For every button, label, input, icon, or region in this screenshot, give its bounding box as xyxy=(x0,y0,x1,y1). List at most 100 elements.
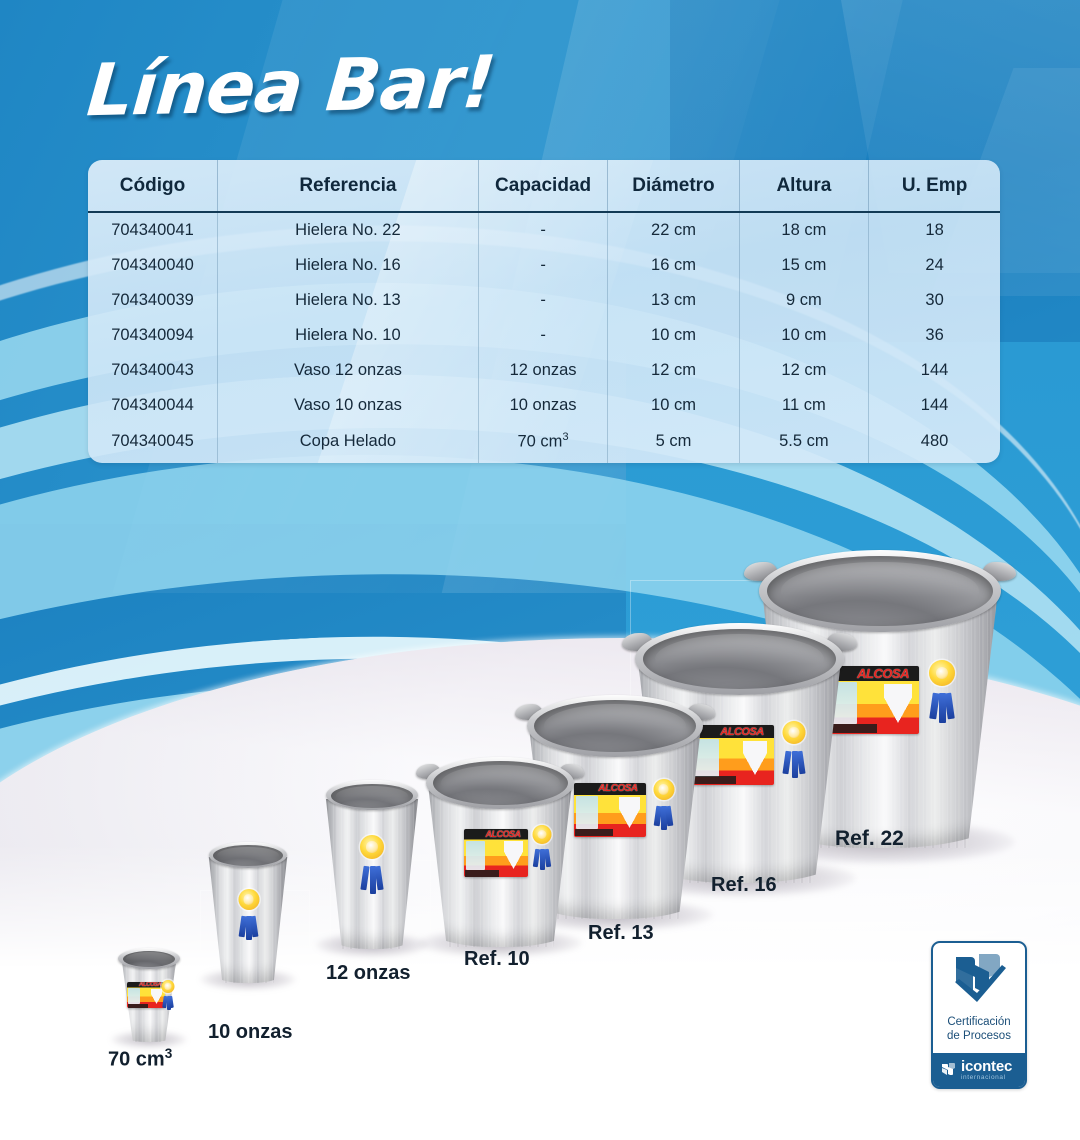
caption-vaso-10-onzas: 10 onzas xyxy=(208,1021,293,1043)
cup-interior xyxy=(123,951,175,967)
label-footer-bar xyxy=(575,828,613,837)
product-label: ALCOSA xyxy=(827,666,919,734)
cup-interior xyxy=(213,845,283,866)
cell-diametro: 22 cm xyxy=(607,212,740,248)
cell-codigo: 704340045 xyxy=(88,423,218,463)
cell-codigo: 704340041 xyxy=(88,212,218,248)
cell-referencia: Hielera No. 16 xyxy=(217,248,479,283)
cell-uemp: 144 xyxy=(920,361,949,379)
bucket-interior xyxy=(767,556,993,626)
caption-vaso-12-onzas: 12 onzas xyxy=(326,962,411,984)
table-row[interactable]: 704340094 Hielera No. 10-10 cm 10 cm 36 xyxy=(88,318,1000,353)
rosette-medal xyxy=(238,889,259,910)
caption-copa-helado: 70 cm3 xyxy=(108,1046,173,1071)
cell-altura: 5.5 cm xyxy=(739,423,870,463)
label-cone-graphic xyxy=(742,740,768,776)
table-row[interactable]: 704340039 Hielera No. 13-13 cm 9 cm 30 xyxy=(88,283,1000,318)
cell-diametro: 10 cm xyxy=(607,388,740,423)
label-cone-graphic xyxy=(884,683,912,724)
label-brand: ALCOSA xyxy=(720,725,764,738)
cell-diametro: 10 cm xyxy=(607,318,740,353)
bucket-interior xyxy=(643,629,836,689)
cell-uemp: 30 xyxy=(925,291,944,309)
cell-codigo: 704340094 xyxy=(88,318,218,353)
bucket-interior xyxy=(433,761,568,805)
product-hielera-10[interactable]: ALCOSA xyxy=(416,755,584,957)
cell-capacidad: 70 cm3 xyxy=(478,423,609,463)
quality-rosette xyxy=(357,835,387,894)
caption-hielera-10: Ref. 10 xyxy=(464,948,530,970)
cell-altura: 12 cm xyxy=(739,353,870,388)
table-row[interactable]: 704340041 Hielera No. 22-22 cm 18 cm 18 xyxy=(88,212,1000,248)
rosette-ribbon-center xyxy=(791,750,798,778)
label-cone-graphic xyxy=(150,988,162,1004)
specifications-table: Código Referencia Capacidad Diámetro Alt… xyxy=(88,160,1000,463)
label-brand: ALCOSA xyxy=(139,982,162,988)
column-header-codigo[interactable]: Código xyxy=(88,160,218,213)
cell-referencia: Hielera No. 13 xyxy=(217,283,479,318)
label-illustration xyxy=(576,795,598,830)
column-header-uemp[interactable]: U. Emp xyxy=(868,160,1000,213)
rosette-ribbon-center xyxy=(540,848,546,870)
cell-altura: 18 cm xyxy=(739,212,870,248)
table-row[interactable]: 704340043 Vaso 12 onzas 12 onzas 12 cm 12 cm… xyxy=(88,353,1000,388)
icontec-logo-icon xyxy=(948,951,1010,1014)
quality-rosette xyxy=(235,889,262,941)
quality-rosette xyxy=(530,825,554,870)
table-row[interactable]: 704340044 Vaso 10 onzas 10 onzas 10 cm 11 cm… xyxy=(88,388,1000,423)
badge-footer: icontec internacional xyxy=(933,1053,1025,1087)
cell-capacidad: - xyxy=(478,318,609,353)
cell-altura: 11 cm xyxy=(739,388,870,423)
badge-brand-sub: internacional xyxy=(961,1074,1006,1081)
badge-line-2: de Procesos xyxy=(947,1029,1011,1042)
column-header-altura[interactable]: Altura xyxy=(739,160,870,213)
rosette-ribbon-right xyxy=(664,805,674,826)
table-row[interactable]: 704340045 Copa Helado 70 cm3 5 cm 5.5 cm 480 xyxy=(88,423,1000,463)
product-copa-helado[interactable]: ALCOSA xyxy=(110,948,188,1048)
caption-hielera-22: Ref. 22 xyxy=(835,827,904,850)
cell-diametro: 12 cm xyxy=(607,353,740,388)
table-row[interactable]: 704340040 Hielera No. 16-16 cm 15 cm 24 xyxy=(88,248,1000,283)
rosette-ribbon-center xyxy=(369,866,376,894)
badge-certification-text: Certificación de Procesos xyxy=(947,1016,1011,1043)
product-vaso-12-onzas[interactable] xyxy=(315,779,429,957)
column-header-capacidad[interactable]: Capacidad xyxy=(478,160,609,213)
cell-altura: 15 cm xyxy=(739,248,870,283)
rosette-medal xyxy=(161,980,175,993)
rosette-ribbon-center xyxy=(939,693,947,724)
icontec-certification-badge[interactable]: Certificación de Procesos icontec intern… xyxy=(931,941,1027,1089)
table-body: 704340041 Hielera No. 22-22 cm 18 cm 18 7043… xyxy=(88,212,1000,463)
cell-altura: 10 cm xyxy=(739,318,870,353)
cell-capacidad: 12 onzas xyxy=(478,353,609,388)
label-cone-graphic xyxy=(503,841,523,870)
cell-referencia: Hielera No. 22 xyxy=(217,212,479,248)
cell-uemp: 24 xyxy=(925,256,944,274)
column-header-diametro[interactable]: Diámetro xyxy=(607,160,740,213)
rosette-medal xyxy=(360,835,384,859)
cell-codigo: 704340043 xyxy=(88,353,218,388)
column-header-referencia[interactable]: Referencia xyxy=(217,160,479,213)
product-label: ALCOSA xyxy=(127,982,165,1008)
cell-codigo: 704340039 xyxy=(88,283,218,318)
cell-altura: 9 cm xyxy=(739,283,870,318)
cell-uemp: 36 xyxy=(925,326,944,344)
quality-rosette xyxy=(650,779,677,830)
rosette-medal xyxy=(653,779,674,800)
product-label: ALCOSA xyxy=(692,725,774,785)
badge-brand: icontec xyxy=(961,1057,1013,1075)
product-label: ALCOSA xyxy=(574,783,646,837)
quality-rosette xyxy=(160,980,176,1011)
cell-uemp: 480 xyxy=(920,431,949,450)
cell-referencia: Vaso 10 onzas xyxy=(217,388,479,423)
quality-rosette xyxy=(925,660,959,724)
cell-codigo: 704340044 xyxy=(88,388,218,423)
product-vaso-10-onzas[interactable] xyxy=(200,841,296,990)
bucket-interior xyxy=(534,700,696,752)
cell-referencia: Hielera No. 10 xyxy=(217,318,479,353)
cell-capacidad: - xyxy=(478,248,609,283)
label-illustration xyxy=(128,988,140,1005)
rosette-medal xyxy=(929,660,955,686)
product-label: ALCOSA xyxy=(464,829,528,877)
cell-referencia: Vaso 12 onzas xyxy=(217,353,479,388)
